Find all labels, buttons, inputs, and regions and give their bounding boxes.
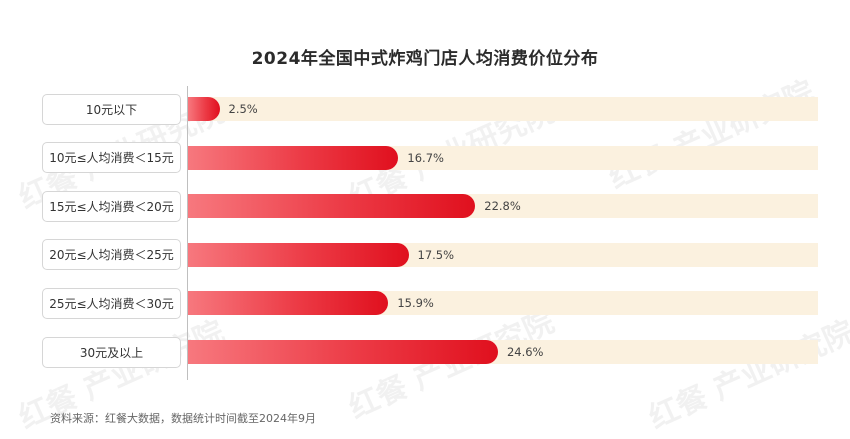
category-label: 20元≤人均消费＜25元 [42,239,181,271]
watermark: 红餐 产业研究院 [603,74,820,197]
bar [188,145,399,170]
source-note: 资料来源：红餐大数据，数据统计时间截至2024年9月 [50,412,316,425]
data-label: 22.8% [484,199,521,214]
category-label: 15元≤人均消费＜20元 [42,190,181,222]
y-axis-line [187,86,188,380]
bar [188,340,498,364]
data-label: 16.7% [407,150,444,165]
chart-title: 2024年全国中式炸鸡门店人均消费价位分布 [251,49,599,69]
bar [188,242,409,267]
data-label: 17.5% [417,247,455,262]
bar [188,291,389,316]
data-label: 15.9% [397,296,434,311]
bar [188,194,476,219]
category-label: 10元以下 [42,93,181,125]
category-label: 25元≤人均消费＜30元 [42,287,181,319]
data-label: 2.5% [228,102,258,116]
watermark: 红餐 产业研究院 [643,314,850,437]
category-label: 10元≤人均消费＜15元 [42,142,181,174]
bar-track [188,97,818,121]
bar [188,97,220,121]
category-label: 30元及以上 [42,336,181,368]
data-label: 24.6% [506,345,544,359]
